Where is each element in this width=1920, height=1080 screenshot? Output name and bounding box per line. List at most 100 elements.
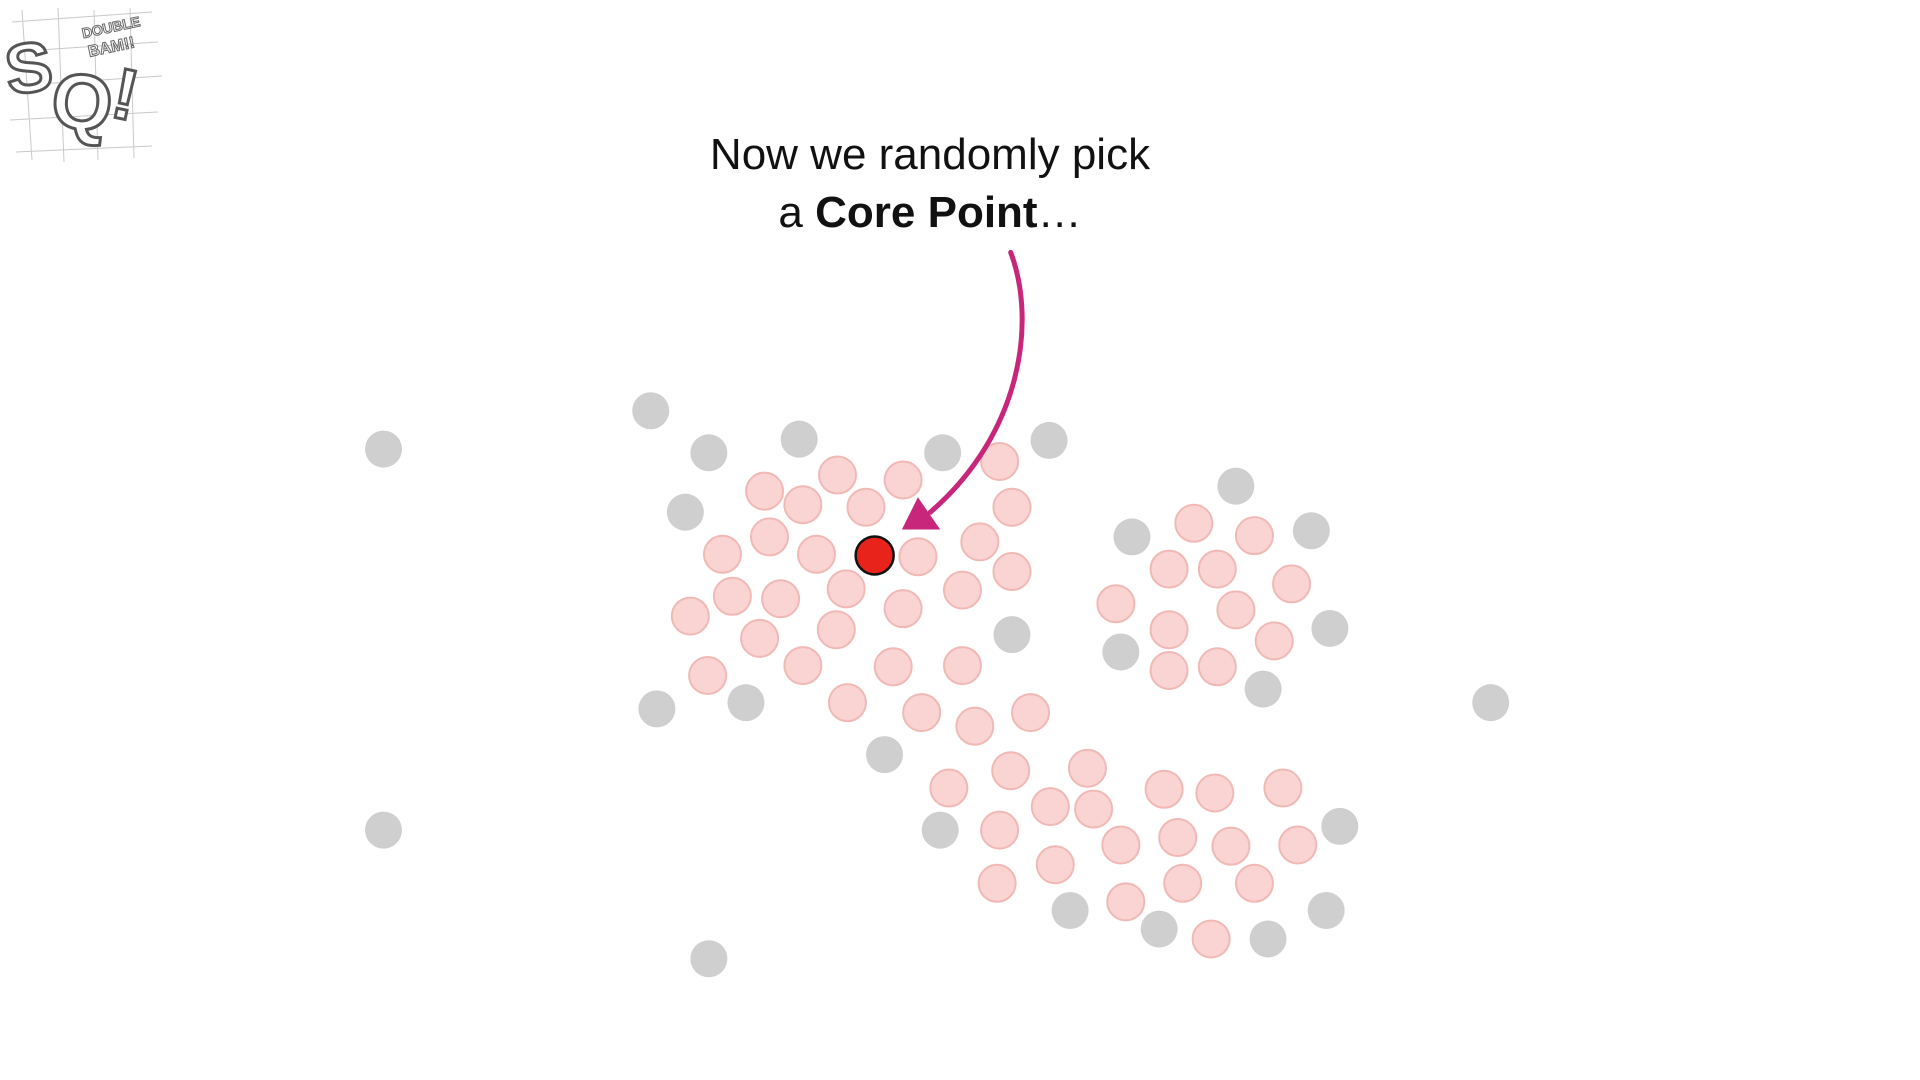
noise-point	[690, 940, 728, 978]
core-point	[883, 460, 923, 500]
core-point	[702, 534, 742, 574]
core-point	[783, 485, 823, 525]
core-point	[826, 569, 866, 609]
core-point	[1096, 584, 1136, 624]
noise-point	[1051, 892, 1089, 930]
core-point	[1144, 769, 1184, 809]
noise-point	[993, 616, 1031, 654]
noise-point	[1249, 920, 1287, 958]
core-point	[977, 863, 1017, 903]
noise-point	[921, 811, 959, 849]
core-point	[1278, 825, 1318, 865]
core-point	[761, 579, 801, 619]
core-point	[827, 683, 867, 723]
core-point	[745, 471, 785, 511]
core-point	[942, 570, 982, 610]
core-point	[818, 455, 858, 495]
caption: Now we randomly pick a Core Point…	[560, 126, 1300, 242]
noise-point	[1244, 670, 1282, 708]
core-point	[1101, 825, 1141, 865]
selected-point-group	[854, 535, 895, 576]
caption-line-2: a Core Point…	[560, 184, 1300, 242]
noise-point	[1217, 467, 1255, 505]
core-point	[1197, 647, 1237, 687]
noise-point	[1292, 512, 1330, 550]
svg-text:Q: Q	[48, 55, 118, 149]
core-point	[1197, 549, 1237, 589]
core-point	[1035, 845, 1075, 885]
noise-point	[666, 493, 704, 531]
noise-point	[1307, 892, 1345, 930]
core-point	[955, 706, 995, 746]
noise-point	[866, 736, 904, 774]
core-point	[992, 552, 1032, 592]
core-point	[1067, 748, 1107, 788]
core-point	[1074, 789, 1114, 829]
noise-point	[1472, 684, 1510, 722]
core-point	[898, 537, 938, 577]
caption-suffix: …	[1037, 188, 1082, 237]
noise-point	[727, 684, 765, 722]
core-point	[1174, 503, 1214, 543]
core-point	[942, 646, 982, 686]
noise-point	[1321, 807, 1359, 845]
core-point	[902, 693, 942, 733]
core-point	[1234, 516, 1274, 556]
core-point	[1163, 863, 1203, 903]
core-point	[1211, 826, 1251, 866]
core-points	[670, 441, 1318, 959]
noise-point	[924, 434, 962, 472]
core-point	[688, 655, 728, 695]
core-point	[846, 487, 886, 527]
core-point	[1272, 564, 1312, 604]
arrow-group	[901, 249, 1025, 530]
core-point	[1030, 787, 1070, 827]
statquest-logo: S Q ! DOUBLE BAM!!	[2, 7, 163, 163]
noise-point	[690, 434, 728, 472]
core-point	[796, 534, 836, 574]
core-point	[1234, 863, 1274, 903]
core-point	[712, 576, 752, 616]
core-point	[1011, 693, 1051, 733]
core-point	[960, 522, 1000, 562]
noise-point	[638, 690, 676, 728]
noise-point	[1113, 518, 1151, 556]
core-point	[883, 589, 923, 629]
noise-point	[1102, 633, 1140, 671]
noise-points	[365, 392, 1510, 978]
caption-line-1: Now we randomly pick	[709, 130, 1151, 179]
core-point	[783, 646, 823, 686]
noise-point	[1140, 910, 1178, 948]
core-point	[980, 441, 1020, 481]
core-point	[1149, 651, 1189, 691]
core-point	[980, 810, 1020, 850]
caption-core-point: Core Point	[815, 188, 1038, 237]
core-point	[1191, 919, 1231, 959]
core-point	[1263, 768, 1303, 808]
core-point	[991, 751, 1031, 791]
core-point	[929, 768, 969, 808]
core-point	[1254, 621, 1294, 661]
svg-text:S: S	[2, 26, 57, 110]
arrow-head	[901, 497, 941, 530]
core-point	[1149, 549, 1189, 589]
noise-point	[632, 392, 670, 430]
noise-point	[365, 430, 403, 468]
selected-core-point	[854, 535, 895, 576]
core-point	[1106, 882, 1146, 922]
core-point	[992, 487, 1032, 527]
core-point	[1149, 610, 1189, 650]
caption-prefix: a	[778, 188, 816, 237]
arrow-shaft	[927, 249, 1025, 515]
core-point	[749, 517, 789, 557]
noise-point	[1311, 609, 1349, 647]
core-point	[740, 618, 780, 658]
core-point	[1216, 590, 1256, 630]
noise-point	[365, 811, 403, 849]
core-point	[873, 647, 913, 687]
core-point	[816, 610, 856, 650]
noise-point	[1030, 421, 1068, 459]
core-point	[1195, 773, 1235, 813]
